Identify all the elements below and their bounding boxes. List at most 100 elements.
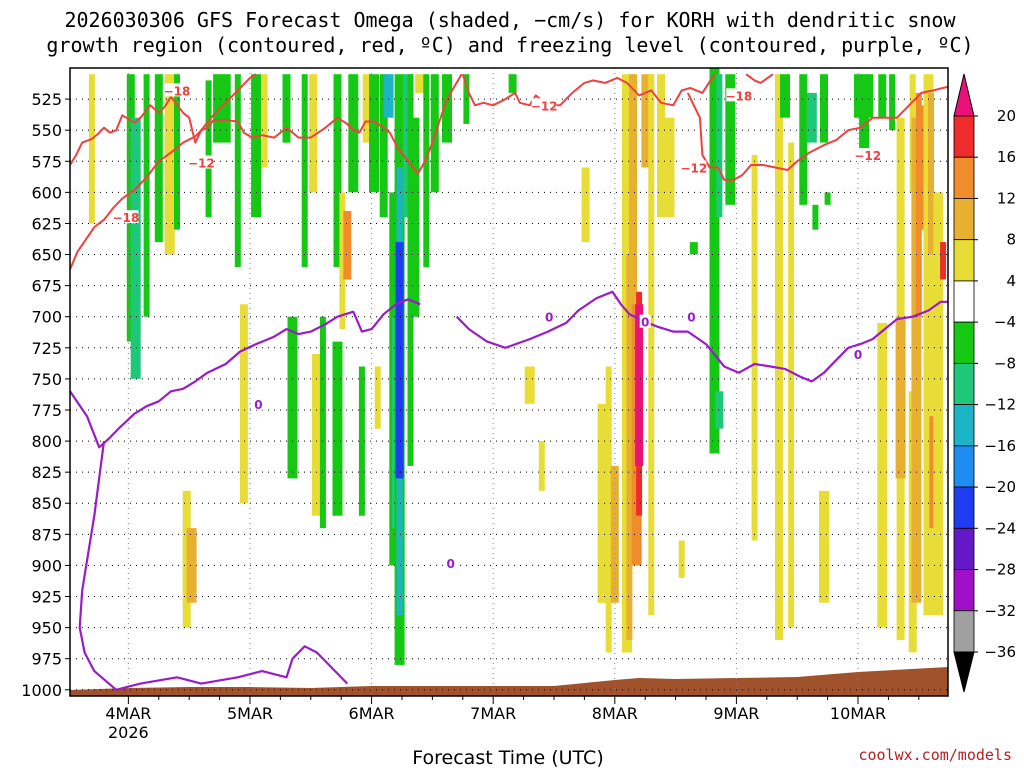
colorbar-label: −36	[984, 643, 1016, 661]
y-tick-label: 850	[31, 494, 62, 513]
omega-cell	[301, 74, 308, 267]
freezing-level-contour-low	[78, 440, 349, 691]
omega-cell	[282, 74, 291, 143]
y-tick-label: 1000	[21, 681, 62, 700]
chart-title-line-2: growth region (contoured, red, ºC) and f…	[46, 33, 973, 57]
omega-cell	[678, 540, 685, 578]
omega-cell	[174, 74, 180, 230]
y-tick-label: 825	[31, 463, 62, 482]
omega-cell	[164, 74, 175, 255]
omega-cell	[878, 74, 887, 118]
y-tick-label: 750	[31, 370, 62, 389]
omega-cell	[716, 74, 723, 218]
omega-cell	[709, 68, 720, 454]
omega-cell	[923, 74, 934, 616]
colorbar-label: −16	[984, 437, 1016, 455]
x-tick-label: 4MAR	[105, 704, 151, 723]
colorbar-label: 8	[1006, 231, 1016, 249]
contour-label-dgz-bg	[681, 160, 707, 174]
colorbar-label: −8	[994, 354, 1016, 372]
freezing-level-contour	[70, 298, 421, 449]
omega-cell	[319, 316, 326, 529]
colorbar-label: −24	[984, 519, 1016, 537]
omega-cell	[379, 74, 388, 218]
omega-cell	[689, 242, 698, 255]
omega-cell	[251, 74, 262, 218]
omega-cell	[877, 322, 888, 628]
omega-cell	[629, 74, 637, 516]
omega-cell	[641, 74, 652, 168]
omega-cell	[362, 74, 371, 143]
omega-cell	[788, 142, 795, 628]
x-tick-label: 6MAR	[349, 704, 395, 723]
colorbar-band	[953, 610, 975, 653]
omega-cell	[333, 74, 342, 267]
contour-label-freezing: 0	[641, 316, 649, 330]
contour-label-freezing: 0	[545, 311, 553, 325]
colorbar-band	[953, 362, 975, 406]
omega-cell	[715, 391, 724, 429]
omega-cell	[895, 316, 906, 479]
omega-cell	[928, 92, 934, 255]
omega-cell	[605, 366, 612, 653]
colorbar-label: 12	[997, 189, 1016, 207]
contour-label-freezing-bg	[685, 309, 697, 323]
contour-label-freezing-bg	[252, 396, 264, 410]
x-tick-label: 8MAR	[592, 704, 638, 723]
omega-cell	[239, 304, 248, 504]
y-tick-label: 525	[31, 90, 62, 109]
contour-label-freezing: 0	[687, 311, 695, 325]
colorbar-band	[953, 445, 975, 488]
omega-cell	[383, 74, 394, 118]
omega-cell	[917, 105, 926, 230]
omega-cell	[287, 316, 298, 479]
omega-cell	[854, 74, 862, 118]
omega-cell	[415, 74, 426, 93]
contour-label-freezing-bg	[639, 314, 651, 328]
dgz-contour-warm	[70, 73, 463, 175]
omega-cell	[812, 204, 819, 230]
dgz-contour-cold	[461, 73, 716, 107]
omega-cell	[597, 403, 608, 603]
colorbar-band	[953, 527, 975, 570]
plot-area: −18 −12 −18 −12 −12 −18 −12 0 0 0 0 0 0	[70, 68, 948, 696]
omega-cell	[186, 528, 197, 603]
omega-cell	[859, 74, 870, 155]
y-tick-label: 775	[31, 401, 62, 420]
omega-cell	[143, 74, 150, 317]
y-tick-label: 625	[31, 214, 62, 233]
omega-cell	[374, 366, 381, 429]
contour-label-dgz: −18	[164, 84, 191, 98]
contour-label-dgz-bg	[113, 210, 139, 224]
omega-cell	[213, 74, 222, 143]
plot-frame	[69, 67, 949, 697]
freezing-level-contour-right	[455, 290, 948, 383]
omega-cell	[820, 74, 828, 143]
contour-label-freezing: 0	[254, 398, 262, 412]
y-tick-label: 975	[31, 650, 62, 669]
omega-cell	[332, 341, 343, 516]
y-tick-label: 675	[31, 277, 62, 296]
omega-cell	[261, 74, 268, 168]
omega-cell	[610, 465, 619, 603]
y-tick-label: 600	[31, 183, 62, 202]
colorbar-label: 4	[1006, 272, 1016, 290]
omega-cell	[442, 74, 452, 143]
omega-cell	[130, 117, 141, 379]
terrain-fill	[70, 667, 948, 696]
omega-cell	[933, 192, 944, 616]
contour-label-freezing-bg	[445, 555, 457, 569]
y-tick-label: 800	[31, 432, 62, 451]
omega-cell	[799, 74, 808, 205]
contour-label-freezing-bg	[852, 347, 864, 361]
omega-cell	[819, 490, 829, 603]
contour-label-dgz: −12	[188, 157, 215, 171]
colorbar-label: −20	[984, 478, 1016, 496]
colorbar-band	[953, 321, 975, 364]
x-axis-label: Forecast Time (UTC)	[412, 747, 603, 768]
omega-cell	[775, 74, 783, 640]
omega-cell	[725, 74, 736, 205]
contour-label-dgz: −12	[531, 99, 558, 113]
omega-cell	[348, 74, 359, 193]
